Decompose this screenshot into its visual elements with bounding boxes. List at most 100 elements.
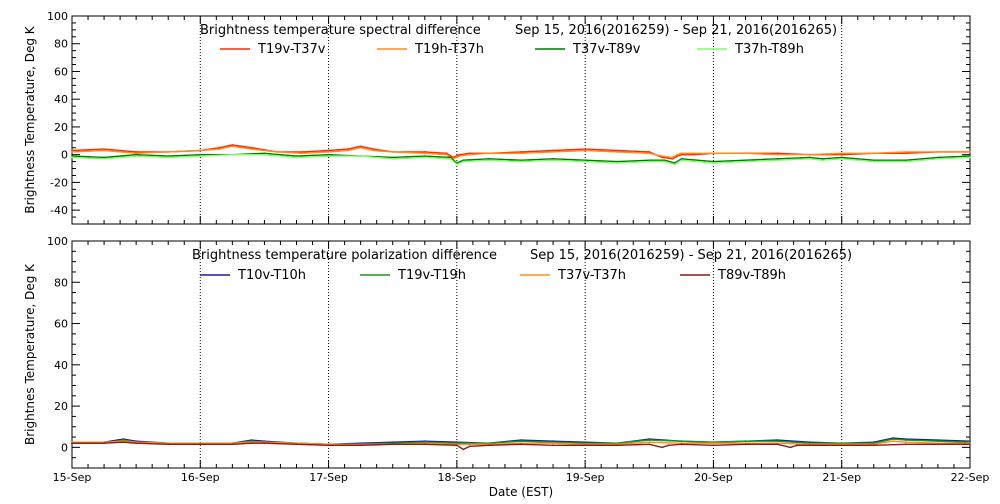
data-point xyxy=(462,448,465,451)
data-point xyxy=(776,159,779,162)
data-point xyxy=(663,159,666,162)
data-point xyxy=(904,160,907,163)
data-point xyxy=(892,438,894,441)
y-tick-label: 80 xyxy=(54,276,68,289)
chart-title: Brightness temperature polarization diff… xyxy=(192,248,497,263)
data-point xyxy=(584,160,587,163)
data-point xyxy=(744,152,747,155)
data-point xyxy=(520,160,522,163)
chart-panel-2: 0 20 40 60 80 100 15-Sep 16-Sep 17-Sep 18-Sep 19-S… xyxy=(23,235,989,499)
data-point xyxy=(263,152,266,155)
data-point xyxy=(840,156,843,159)
data-point xyxy=(199,155,202,157)
data-point xyxy=(776,152,779,155)
data-point xyxy=(372,149,375,152)
data-point xyxy=(135,153,138,156)
data-point xyxy=(167,155,170,157)
data-point xyxy=(122,441,125,444)
data-point xyxy=(359,145,362,148)
legend-label: T37v-T37h xyxy=(557,268,626,283)
data-point xyxy=(218,146,221,149)
data-point xyxy=(488,444,490,447)
data-point xyxy=(520,443,522,446)
legend-label: T19v-T37v xyxy=(257,42,326,57)
data-point xyxy=(346,148,349,151)
data-point xyxy=(71,150,73,153)
data-point xyxy=(671,156,674,159)
y-tick-label: 100 xyxy=(47,10,68,23)
data-point xyxy=(423,443,426,446)
data-point xyxy=(661,155,664,157)
data-point xyxy=(904,159,907,162)
data-point xyxy=(904,443,907,446)
series-line-2 xyxy=(71,145,970,160)
data-point xyxy=(449,156,452,159)
data-point xyxy=(937,150,939,153)
data-point xyxy=(167,150,170,153)
data-point xyxy=(250,442,253,445)
data-point xyxy=(359,146,362,149)
legend-label: T37v-T89v xyxy=(572,42,641,57)
data-point xyxy=(302,150,304,153)
data-point xyxy=(674,163,676,166)
data-point xyxy=(346,149,349,152)
data-point xyxy=(776,153,779,156)
data-point xyxy=(904,152,907,155)
y-tick-label: -20 xyxy=(50,176,68,189)
data-point xyxy=(821,157,824,160)
data-point xyxy=(789,446,792,449)
data-point xyxy=(680,443,683,446)
legend-label: T19h-T37h xyxy=(414,42,484,57)
data-point xyxy=(167,156,170,159)
y-tick-label: 100 xyxy=(47,235,68,248)
series-line-4 xyxy=(71,153,971,166)
data-point xyxy=(937,156,939,159)
data-point xyxy=(661,446,664,449)
data-point xyxy=(135,155,138,157)
y-tick-label: 40 xyxy=(54,93,68,106)
data-point xyxy=(455,163,458,166)
data-point xyxy=(616,444,619,447)
series-line-3 xyxy=(72,440,970,445)
data-point xyxy=(712,152,715,155)
y-tick-label: -40 xyxy=(50,204,68,217)
data-point xyxy=(872,160,875,163)
data-point xyxy=(359,155,362,157)
data-point xyxy=(584,149,587,152)
data-point xyxy=(276,150,279,153)
data-point xyxy=(584,159,587,162)
data-point xyxy=(872,444,875,447)
data-point xyxy=(71,155,73,157)
data-point xyxy=(937,440,939,443)
data-point xyxy=(712,444,715,447)
data-point xyxy=(295,156,298,159)
data-point xyxy=(231,443,234,446)
data-point xyxy=(616,162,619,164)
data-point xyxy=(937,157,939,160)
data-point xyxy=(712,442,715,445)
data-point xyxy=(795,444,798,447)
data-point xyxy=(71,156,73,159)
x-tick-label: 17-Sep xyxy=(309,471,348,484)
chart-panel-1: -40 -20 0 20 40 60 80 100 Brightness temperature… xyxy=(23,10,971,225)
data-point xyxy=(969,156,971,159)
y-axis-label: Brightness Temperature, Deg K xyxy=(23,25,37,213)
data-point xyxy=(455,444,458,447)
data-point xyxy=(520,152,522,155)
data-point xyxy=(449,157,452,160)
x-tick-label: 15-Sep xyxy=(53,471,92,484)
data-point xyxy=(263,153,266,156)
data-point xyxy=(423,156,426,159)
data-point xyxy=(71,442,73,445)
chart-date-range: Sep 15, 2016(2016259) - Sep 21, 2016(201… xyxy=(530,248,852,263)
data-point xyxy=(263,442,266,445)
data-point xyxy=(199,443,202,446)
data-point xyxy=(218,148,221,151)
data-point xyxy=(103,156,105,159)
data-point xyxy=(776,157,779,160)
x-tick-label: 16-Sep xyxy=(181,471,220,484)
data-point xyxy=(359,444,362,447)
data-point xyxy=(135,150,138,153)
data-point xyxy=(520,440,522,443)
data-point xyxy=(808,157,811,160)
